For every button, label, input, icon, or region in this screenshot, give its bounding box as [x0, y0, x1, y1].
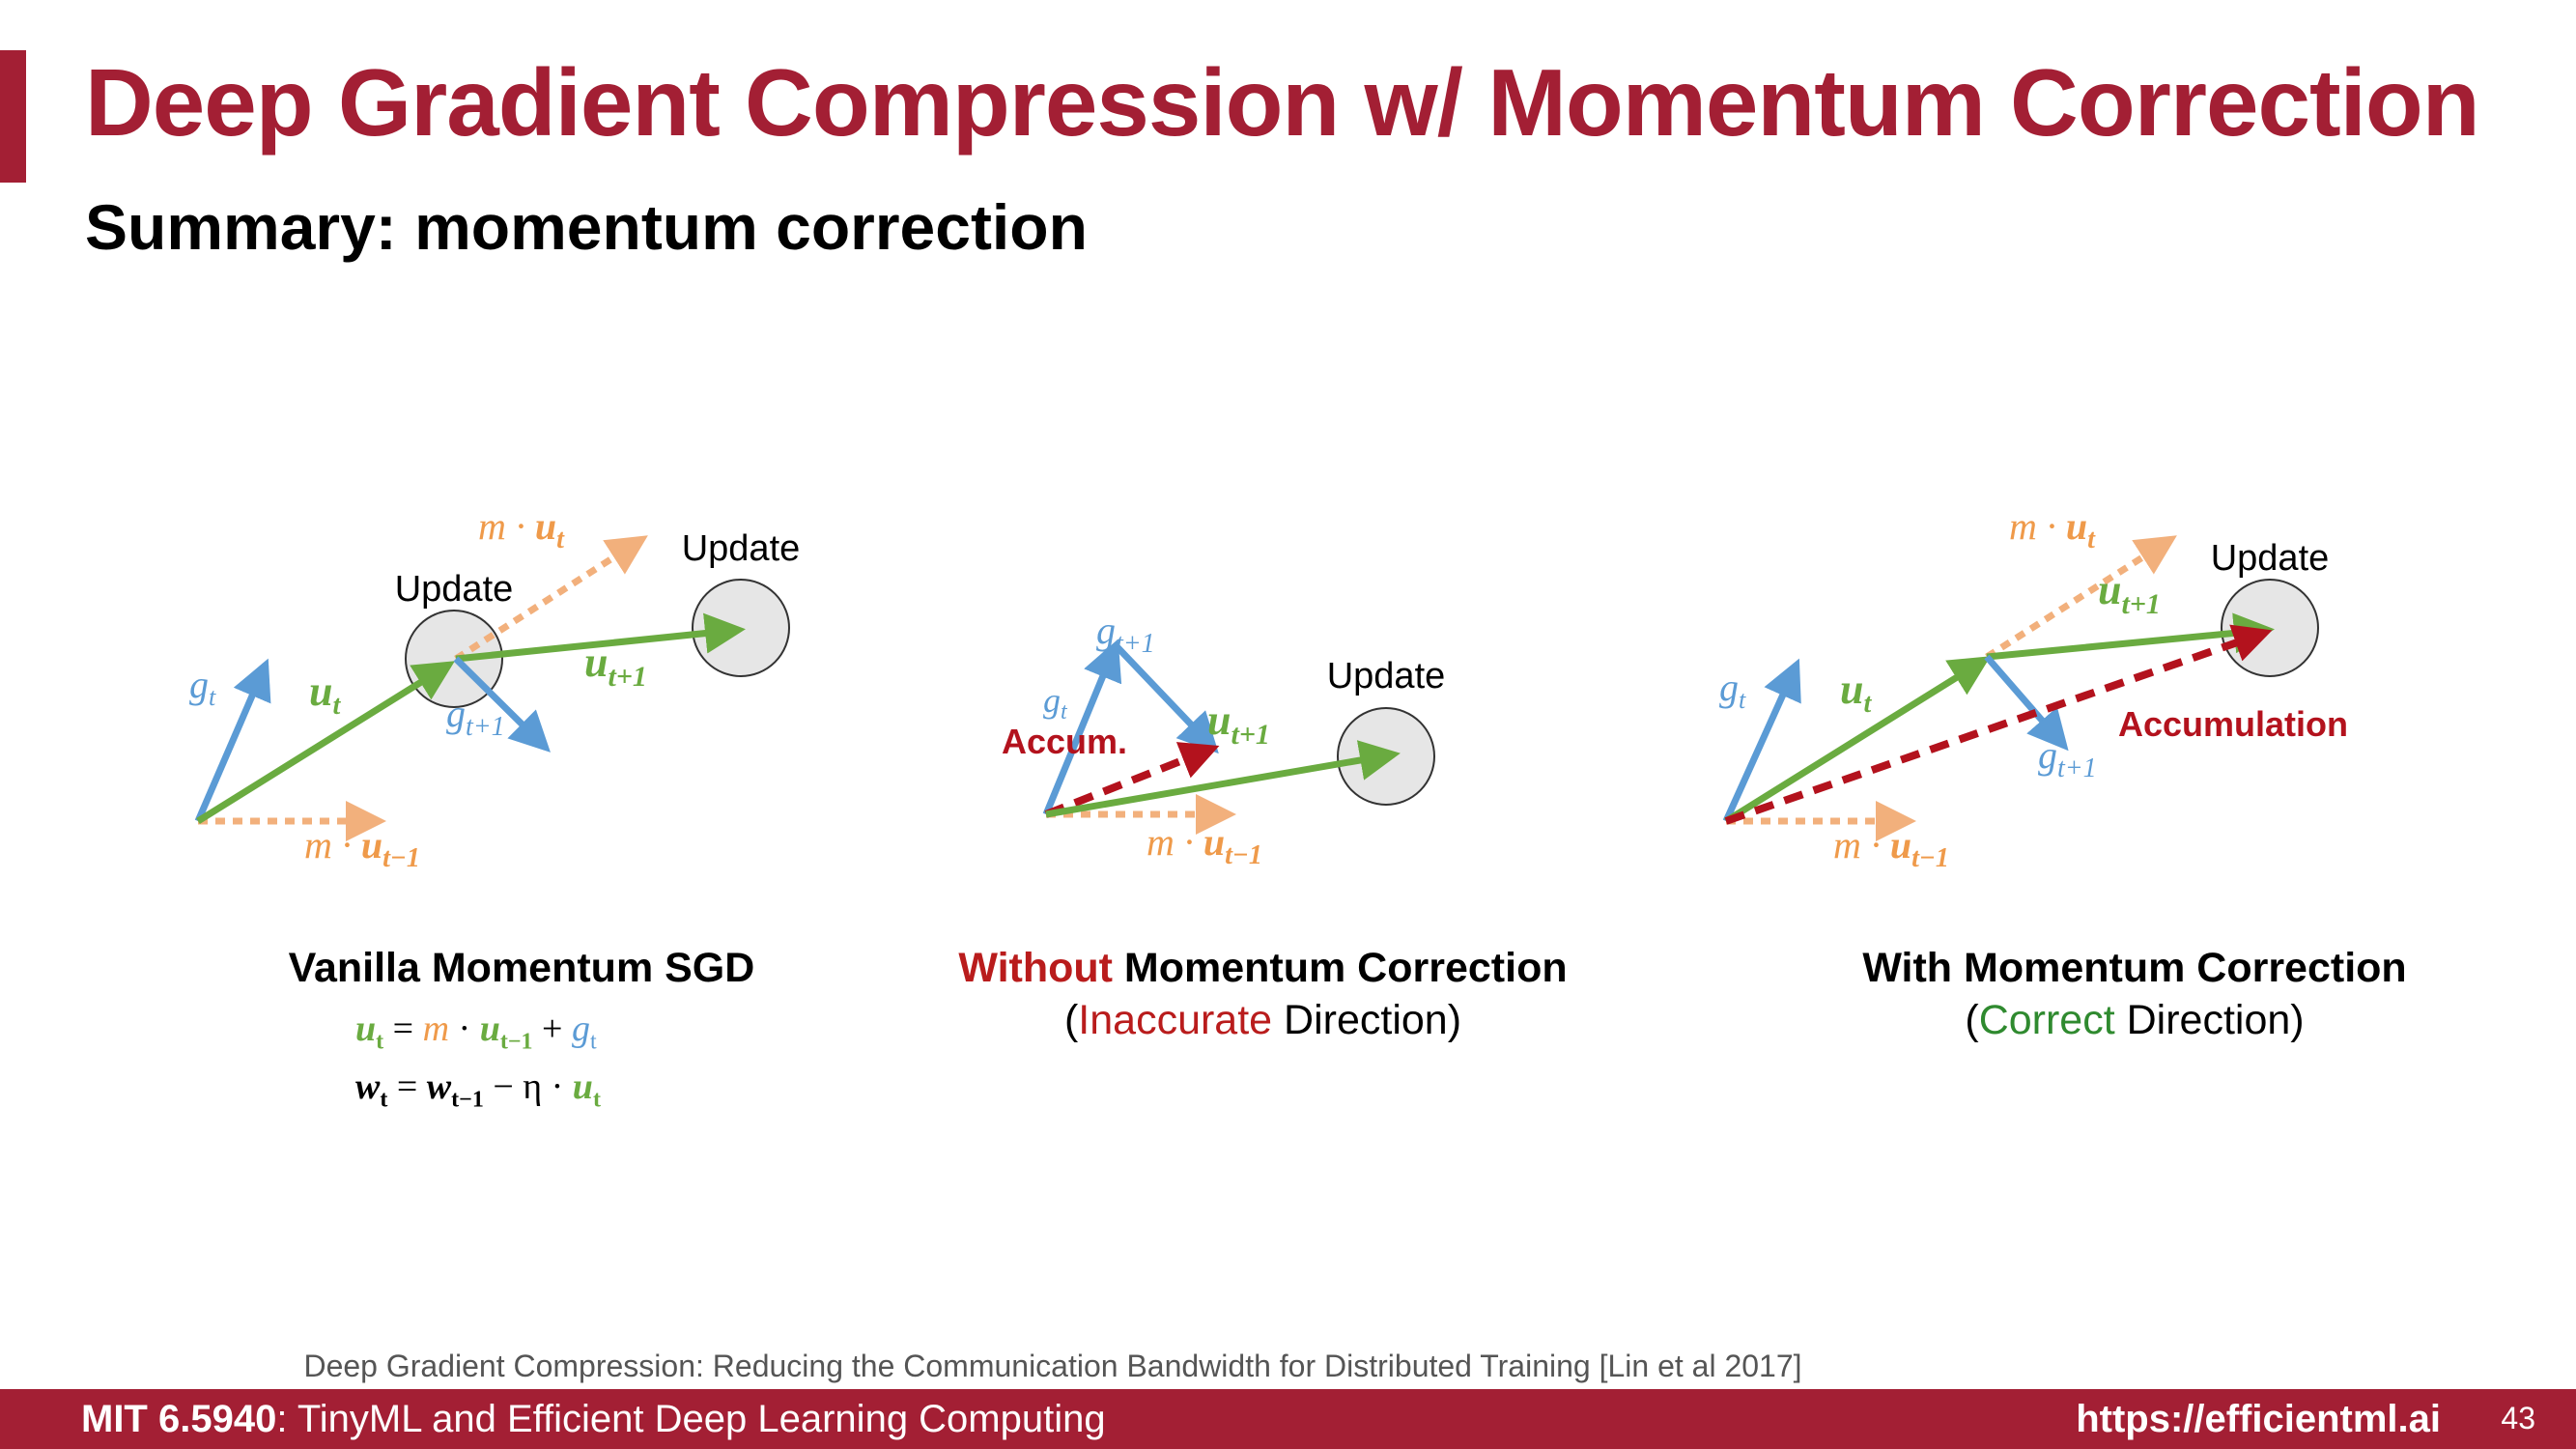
slide-title: Deep Gradient Compression w/ Momentum Co…	[85, 49, 2480, 156]
title-accent-bar	[0, 50, 26, 183]
update-circle	[2221, 579, 2319, 677]
update-label-1: Update	[395, 569, 514, 610]
label-m-ut1: m · ut−1	[304, 823, 420, 873]
ut1-arrow	[455, 612, 746, 663]
ut1-arrow	[1986, 612, 2275, 661]
page-number: 43	[2501, 1401, 2535, 1435]
caption-without-title: Without Momentum Correction	[958, 945, 1568, 991]
label-g-t: gt	[1719, 666, 1746, 714]
slide-subtitle: Summary: momentum correction	[85, 191, 1088, 263]
footer-url[interactable]: https://efficientml.ai	[2076, 1398, 2441, 1440]
label-m-ut1: m · ut−1	[1833, 823, 1949, 873]
gt-arrow	[1042, 639, 1122, 816]
caption-with-subtitle: (Correct Direction)	[1965, 997, 2305, 1043]
m-ut-arrow	[454, 535, 648, 662]
panel-with-correction: Update gt ut ut+1 gt+1 Accumulation m · …	[1719, 504, 2348, 873]
label-m-ut: m · ut	[478, 504, 565, 554]
caption-without-subtitle: (Inaccurate Direction)	[1063, 997, 1462, 1043]
ut-arrow	[1724, 656, 1991, 824]
panel-without-correction: Update gt gt+1 ut+1 Accum. m · ut−1	[1002, 609, 1445, 870]
gt1-arrow	[1984, 654, 2069, 752]
label-m-ut1: m · ut−1	[1146, 820, 1262, 870]
gt1-arrow	[453, 656, 551, 753]
label-u-t1: ut+1	[2098, 566, 2161, 620]
update-label: Update	[1327, 656, 1446, 696]
reference-citation: Deep Gradient Compression: Reducing the …	[303, 1349, 1802, 1383]
label-m-ut: m · ut	[2009, 504, 2096, 554]
panel-vanilla: Update Update gt ut ut+1 gt+1 m · ut m ·…	[189, 504, 800, 873]
label-g-t1: gt+1	[446, 692, 505, 742]
label-g-t: gt	[189, 663, 216, 711]
caption-without-correction: Without Momentum Correction (Inaccurate …	[937, 942, 1589, 1046]
formula-vanilla: ut = m · ut−1 + gt wt = wt−1 − η · ut	[355, 1007, 601, 1122]
caption-vanilla: Vanilla Momentum SGD	[280, 942, 763, 994]
label-u-t: ut	[309, 668, 341, 721]
label-accumulation: Accumulation	[2118, 704, 2348, 744]
update-label: Update	[2211, 538, 2330, 579]
footer-bar: MIT 6.5940: TinyML and Efficient Deep Le…	[0, 1389, 2576, 1449]
update-circle-2	[692, 579, 790, 677]
label-accum: Accum.	[1002, 722, 1127, 761]
footer-course: MIT 6.5940: TinyML and Efficient Deep Le…	[81, 1398, 1106, 1440]
caption-with-title: With Momentum Correction	[1862, 945, 2407, 991]
formula-line-1: ut = m · ut−1 + gt	[355, 1009, 597, 1055]
label-u-t1: ut+1	[584, 639, 647, 693]
label-g-t: gt	[1043, 681, 1068, 724]
gt1-arrow	[1113, 642, 1219, 754]
ut1-arrow	[1045, 740, 1401, 818]
label-u-t: ut	[1840, 666, 1872, 719]
formula-line-2: wt = wt−1 − η · ut	[355, 1065, 601, 1113]
update-label-2: Update	[682, 528, 801, 569]
m-ut-arrow	[1985, 535, 2177, 660]
ut-arrow	[196, 661, 455, 824]
caption-with-correction: With Momentum Correction (Correct Direct…	[1840, 942, 2429, 1046]
gt-arrow	[194, 658, 271, 823]
caption-vanilla-title: Vanilla Momentum SGD	[288, 945, 755, 991]
accumulation-arrow	[1724, 624, 2273, 825]
label-u-t1: ut+1	[1207, 696, 1270, 751]
label-g-t1: gt+1	[1096, 609, 1155, 659]
gt-arrow	[1722, 658, 1801, 823]
label-g-t1: gt+1	[2038, 733, 2097, 783]
